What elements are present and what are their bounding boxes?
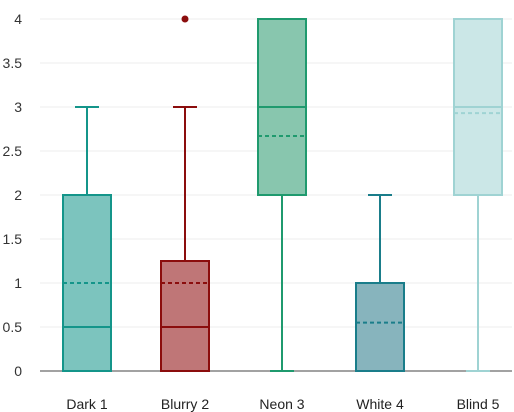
iqr-box: [160, 260, 210, 372]
y-tick-label: 2: [14, 187, 22, 203]
box-groups: [62, 15, 503, 372]
y-tick-label: 2.5: [3, 143, 23, 159]
x-category-label: Dark 1: [66, 396, 107, 412]
x-axis-category-labels: Dark 1 Blurry 2 Neon 3 White 4 Blind 5: [66, 396, 499, 412]
x-category-label: Blurry 2: [161, 396, 209, 412]
y-tick-label: 1: [14, 275, 22, 291]
box-group-3: [257, 18, 307, 372]
y-axis-tick-labels: 0 0.5 1 1.5 2 2.5 3 3.5 4: [3, 11, 23, 379]
y-tick-label: 3: [14, 99, 22, 115]
box-group-1: [62, 106, 112, 372]
x-category-label: Neon 3: [259, 396, 304, 412]
y-tick-label: 1.5: [3, 231, 23, 247]
box-group-5: [453, 18, 503, 372]
y-tick-label: 3.5: [3, 55, 23, 71]
y-tick-label: 4: [14, 11, 22, 27]
x-category-label: Blind 5: [457, 396, 500, 412]
y-tick-label: 0: [14, 363, 22, 379]
box-group-2: [160, 15, 210, 372]
x-category-label: White 4: [356, 396, 404, 412]
y-tick-label: 0.5: [3, 319, 23, 335]
outlier-point: [181, 15, 189, 23]
box-group-4: [355, 194, 405, 372]
iqr-box: [355, 282, 405, 372]
